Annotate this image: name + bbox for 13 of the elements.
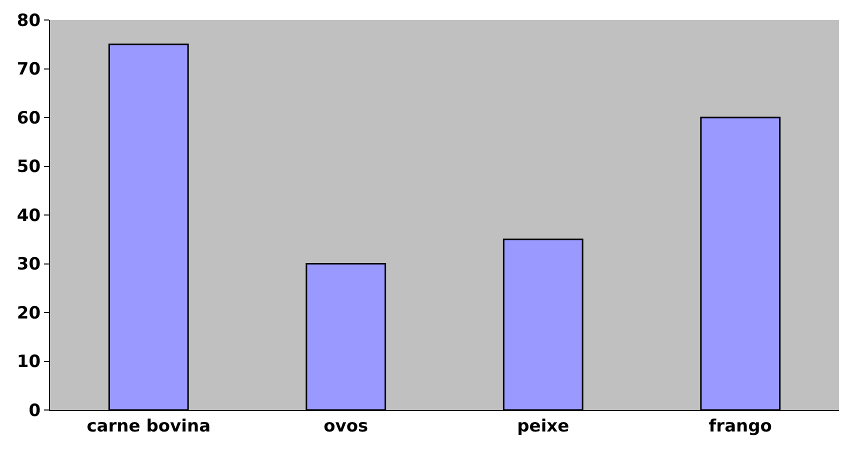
y-tick-label: 10 — [16, 352, 41, 372]
x-tick-label: ovos — [324, 416, 368, 436]
y-tick-label: 30 — [16, 254, 41, 275]
y-tick-label: 40 — [16, 206, 41, 226]
y-tick-label: 60 — [16, 108, 41, 128]
y-tick-label: 0 — [28, 400, 41, 421]
x-tick-label: peixe — [517, 416, 570, 436]
y-tick-label: 50 — [16, 157, 41, 178]
y-tick-label: 70 — [16, 60, 41, 80]
x-tick-label: frango — [708, 416, 772, 436]
y-tick-label: 80 — [16, 10, 41, 31]
x-tick-label: carne bovina — [86, 416, 211, 436]
y-tick-label: 20 — [16, 303, 41, 324]
